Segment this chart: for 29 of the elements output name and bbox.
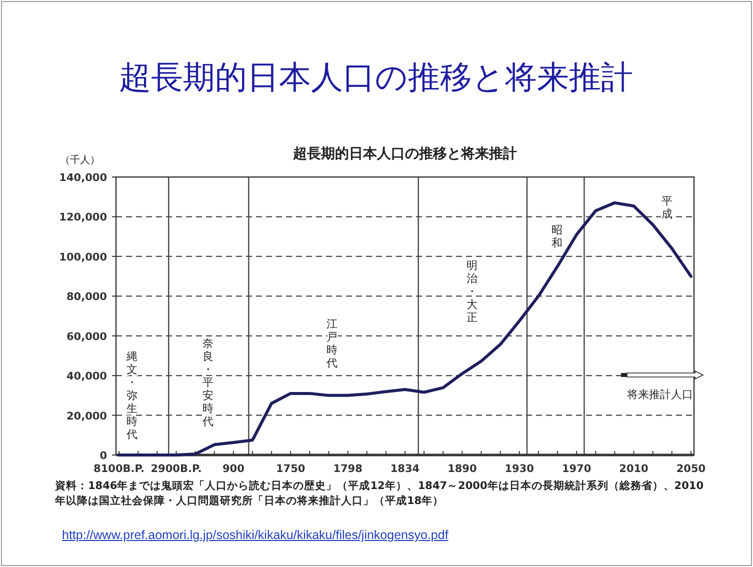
x-tick-label: 2010 — [619, 463, 648, 475]
text: 資料：1846年までは鬼頭宏「人口から読む日本の歴史」（平成12年）、1847～2000年は日本の長期統計系列（総務省）、2010年以降は国立社会保障・人口問題研究所「日本の将来推計人口」（平成18年） — [55, 479, 705, 509]
y-tick-label: 60,000 — [66, 330, 107, 343]
chart-title: 超長期的日本人口の推移と将来推計 — [119, 58, 633, 96]
x-tick-label: 8100B.P. — [94, 463, 145, 475]
x-tick-label: 1750 — [276, 463, 306, 475]
chart-subtitle: 超長期的日本人口の推移と将来推計 — [292, 146, 517, 162]
y-tick-label: 100,000 — [59, 251, 107, 264]
annotation: 縄文・弥生時代 — [126, 350, 138, 441]
text: http://www.pref.aomori.lg.jp/soshiki/kikaku/kikaku/files/jinkogensyo.pdf — [62, 528, 448, 542]
annotation: 明治・大正 — [466, 259, 478, 324]
y-tick-label: 40,000 — [66, 370, 107, 383]
y-axis-title: （千人） — [60, 154, 100, 166]
x-tick-label: 1930 — [504, 463, 534, 475]
x-tick-label: 1970 — [562, 463, 592, 475]
y-tick-label: 120,000 — [59, 212, 107, 224]
x-tick-label: 2050 — [676, 463, 706, 475]
annotation: 奈良・平安時代 — [202, 337, 214, 428]
y-tick-label: 20,000 — [66, 410, 107, 422]
annotation: 昭和 — [552, 224, 562, 250]
y-tick-label: 140,000 — [59, 172, 107, 184]
x-tick-label: 900 — [222, 463, 244, 475]
y-tick-label: 0 — [100, 450, 107, 462]
x-tick-label: 1890 — [448, 463, 477, 475]
annotation: 将来推計人口 — [626, 388, 693, 401]
y-tick-label: 80,000 — [66, 291, 107, 304]
x-tick-label: 1834 — [390, 463, 420, 475]
x-tick-label: 2900B.P. — [150, 463, 202, 475]
x-tick-label: 1798 — [333, 463, 362, 475]
